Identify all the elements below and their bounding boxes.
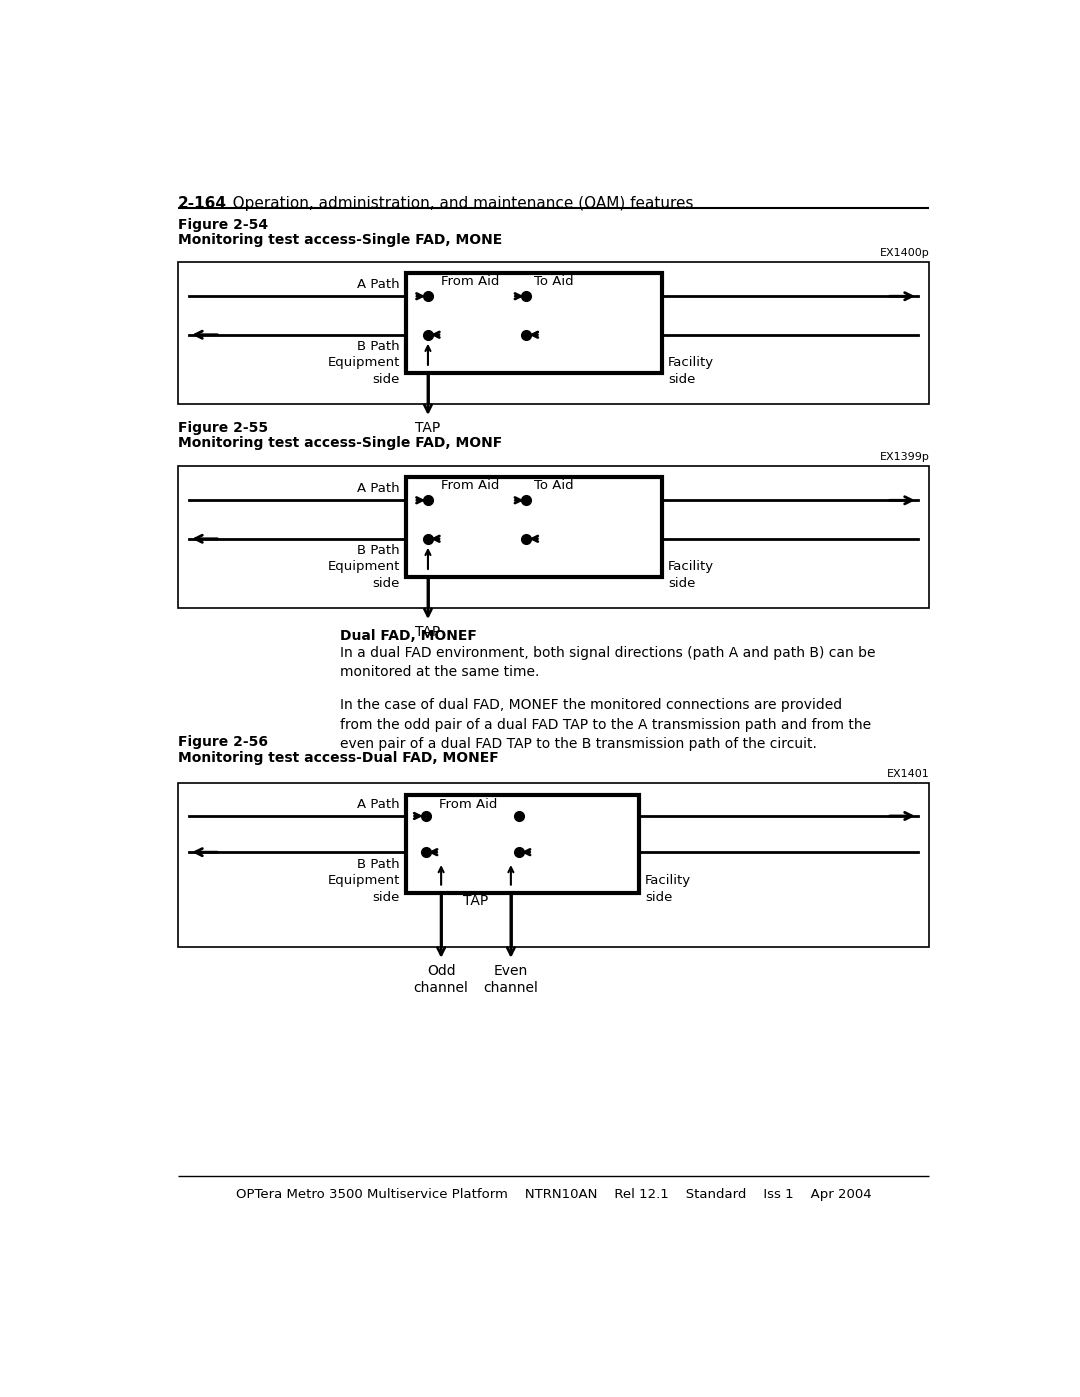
Text: side: side (645, 891, 673, 904)
Text: In the case of dual FAD, MONEF the monitored connections are provided
from the o: In the case of dual FAD, MONEF the monit… (340, 698, 872, 752)
Text: To Aid: To Aid (535, 275, 573, 288)
Text: Dual FAD, MONEF: Dual FAD, MONEF (340, 629, 477, 643)
Bar (177, 465, 930, 608)
Bar (405, 542, 451, 576)
Text: TAP: TAP (463, 894, 488, 908)
Text: TAP: TAP (416, 420, 441, 434)
Text: Facility: Facility (669, 560, 714, 573)
Text: 2-164: 2-164 (177, 196, 227, 211)
Bar (405, 338, 451, 372)
Text: B Path: B Path (357, 545, 400, 557)
Text: side: side (669, 373, 696, 386)
Text: side: side (373, 891, 400, 904)
Text: Figure 2-56: Figure 2-56 (177, 735, 268, 749)
Text: From Aid: From Aid (438, 798, 497, 810)
Bar (177, 782, 930, 947)
Bar (177, 261, 930, 404)
Text: B Path: B Path (357, 858, 400, 870)
Bar (490, 861, 531, 891)
Text: From Aid: From Aid (441, 479, 499, 493)
Text: Monitoring test access-Single FAD, MONF: Monitoring test access-Single FAD, MONF (177, 436, 502, 450)
Text: channel: channel (484, 981, 538, 995)
Text: Equipment: Equipment (327, 356, 400, 369)
Text: Even: Even (494, 964, 528, 978)
Text: A Path: A Path (357, 482, 400, 495)
Text: A Path: A Path (357, 798, 400, 810)
Text: Facility: Facility (669, 356, 714, 369)
Bar (406, 478, 662, 577)
Text: side: side (373, 373, 400, 386)
Text: To Aid: To Aid (535, 479, 573, 493)
Text: EX1400p: EX1400p (879, 247, 930, 257)
Text: EX1399p: EX1399p (879, 451, 930, 462)
Text: Monitoring test access-Dual FAD, MONEF: Monitoring test access-Dual FAD, MONEF (177, 750, 498, 764)
Text: Equipment: Equipment (327, 873, 400, 887)
Text: B Path: B Path (357, 339, 400, 353)
Text: In a dual FAD environment, both signal directions (path A and path B) can be
mon: In a dual FAD environment, both signal d… (340, 645, 876, 679)
Text: Facility: Facility (645, 873, 691, 887)
Text: Odd: Odd (427, 964, 456, 978)
Text: side: side (373, 577, 400, 591)
Bar (406, 795, 638, 893)
Text: TAP: TAP (416, 624, 441, 638)
Bar (421, 861, 461, 891)
Bar (406, 274, 662, 373)
Text: Figure 2-55: Figure 2-55 (177, 420, 268, 434)
Text: Equipment: Equipment (327, 560, 400, 573)
Text: A Path: A Path (357, 278, 400, 291)
Text: side: side (669, 577, 696, 591)
Text: OPTera Metro 3500 Multiservice Platform    NTRN10AN    Rel 12.1    Standard    I: OPTera Metro 3500 Multiservice Platform … (235, 1187, 872, 1201)
Text: Operation, administration, and maintenance (OAM) features: Operation, administration, and maintenan… (218, 196, 693, 211)
Text: From Aid: From Aid (441, 275, 499, 288)
Text: Figure 2-54: Figure 2-54 (177, 218, 268, 232)
Text: Monitoring test access-Single FAD, MONE: Monitoring test access-Single FAD, MONE (177, 233, 502, 247)
Text: EX1401: EX1401 (887, 768, 930, 780)
Text: channel: channel (414, 981, 469, 995)
